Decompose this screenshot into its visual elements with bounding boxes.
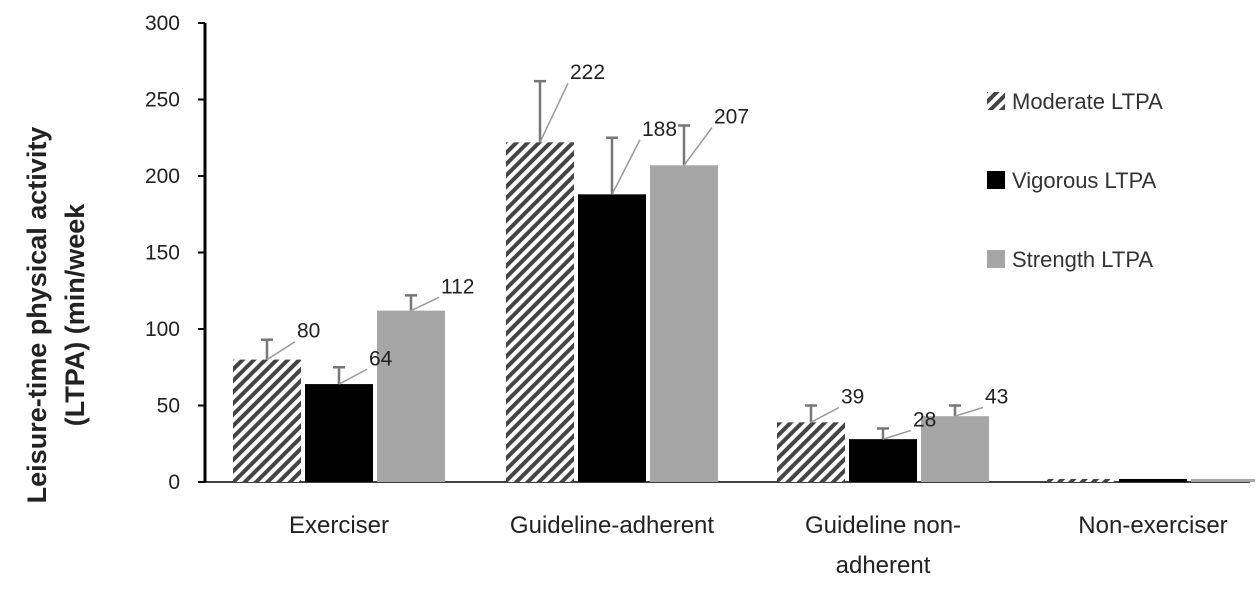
- data-label-leader: [954, 406, 984, 417]
- data-label-leader: [810, 406, 840, 423]
- bar: [1191, 478, 1255, 482]
- data-label: 222: [570, 61, 605, 84]
- y-tick-label: 50: [157, 395, 180, 418]
- legend-swatch: [987, 250, 1005, 268]
- data-label: 39: [841, 386, 864, 409]
- y-tick-label: 100: [145, 318, 180, 341]
- bar: [578, 194, 646, 483]
- data-label: 64: [369, 347, 393, 370]
- y-tick-label: 300: [145, 12, 180, 35]
- data-label: 112: [441, 275, 474, 298]
- legend-label: Vigorous LTPA: [1012, 168, 1157, 193]
- y-axis-title-line1: Leisure-time physical activity: [22, 127, 52, 504]
- error-bars: [261, 79, 961, 440]
- data-label-leader: [539, 82, 569, 143]
- category-label: Non-exerciser: [1078, 512, 1227, 539]
- data-label-leader: [266, 341, 296, 361]
- data-label: 207: [714, 106, 749, 129]
- legend-label: Moderate LTPA: [1012, 89, 1163, 114]
- y-tick-label: 200: [145, 165, 180, 188]
- data-label-leader: [882, 429, 912, 440]
- category-label: Exerciser: [289, 512, 389, 539]
- legend-swatch: [987, 171, 1005, 189]
- y-tick-label: 150: [145, 242, 180, 265]
- bar: [1119, 478, 1187, 482]
- y-tick-label: 250: [145, 89, 180, 112]
- bar: [1047, 478, 1115, 482]
- data-label-leader: [410, 296, 440, 312]
- legend: Moderate LTPA Vigorous LTPA Strength LTPA: [987, 89, 1163, 272]
- category-labels: Exerciser Guideline-adherent Guideline non…: [289, 512, 1228, 579]
- bar: [305, 384, 373, 482]
- bar: [921, 416, 989, 482]
- category-label: adherent: [836, 552, 931, 579]
- bars: [233, 142, 1255, 483]
- data-label-leader: [683, 127, 713, 166]
- data-labels: 80 222 39 64 188 28 112 207 43: [266, 61, 1008, 440]
- y-axis-title-line2: (LTPA) (min/week: [60, 203, 90, 426]
- data-label-leader: [338, 368, 368, 385]
- bar: [650, 165, 718, 483]
- data-label: 80: [297, 320, 320, 343]
- bar: [849, 439, 917, 482]
- y-axis-title: Leisure-time physical activity (LTPA) (m…: [22, 127, 90, 504]
- data-label: 28: [913, 408, 936, 431]
- data-label-leader: [611, 139, 641, 195]
- y-tick-label: 0: [168, 471, 180, 494]
- bar: [506, 142, 574, 482]
- data-label: 43: [985, 386, 1008, 409]
- bar: [377, 310, 445, 482]
- bar: [777, 422, 845, 482]
- legend-label: Strength LTPA: [1012, 247, 1153, 272]
- bar: [233, 359, 301, 482]
- category-label: Guideline-adherent: [510, 512, 714, 539]
- data-label: 188: [642, 118, 677, 141]
- legend-swatch: [987, 92, 1005, 110]
- category-label: Guideline non-: [805, 512, 961, 539]
